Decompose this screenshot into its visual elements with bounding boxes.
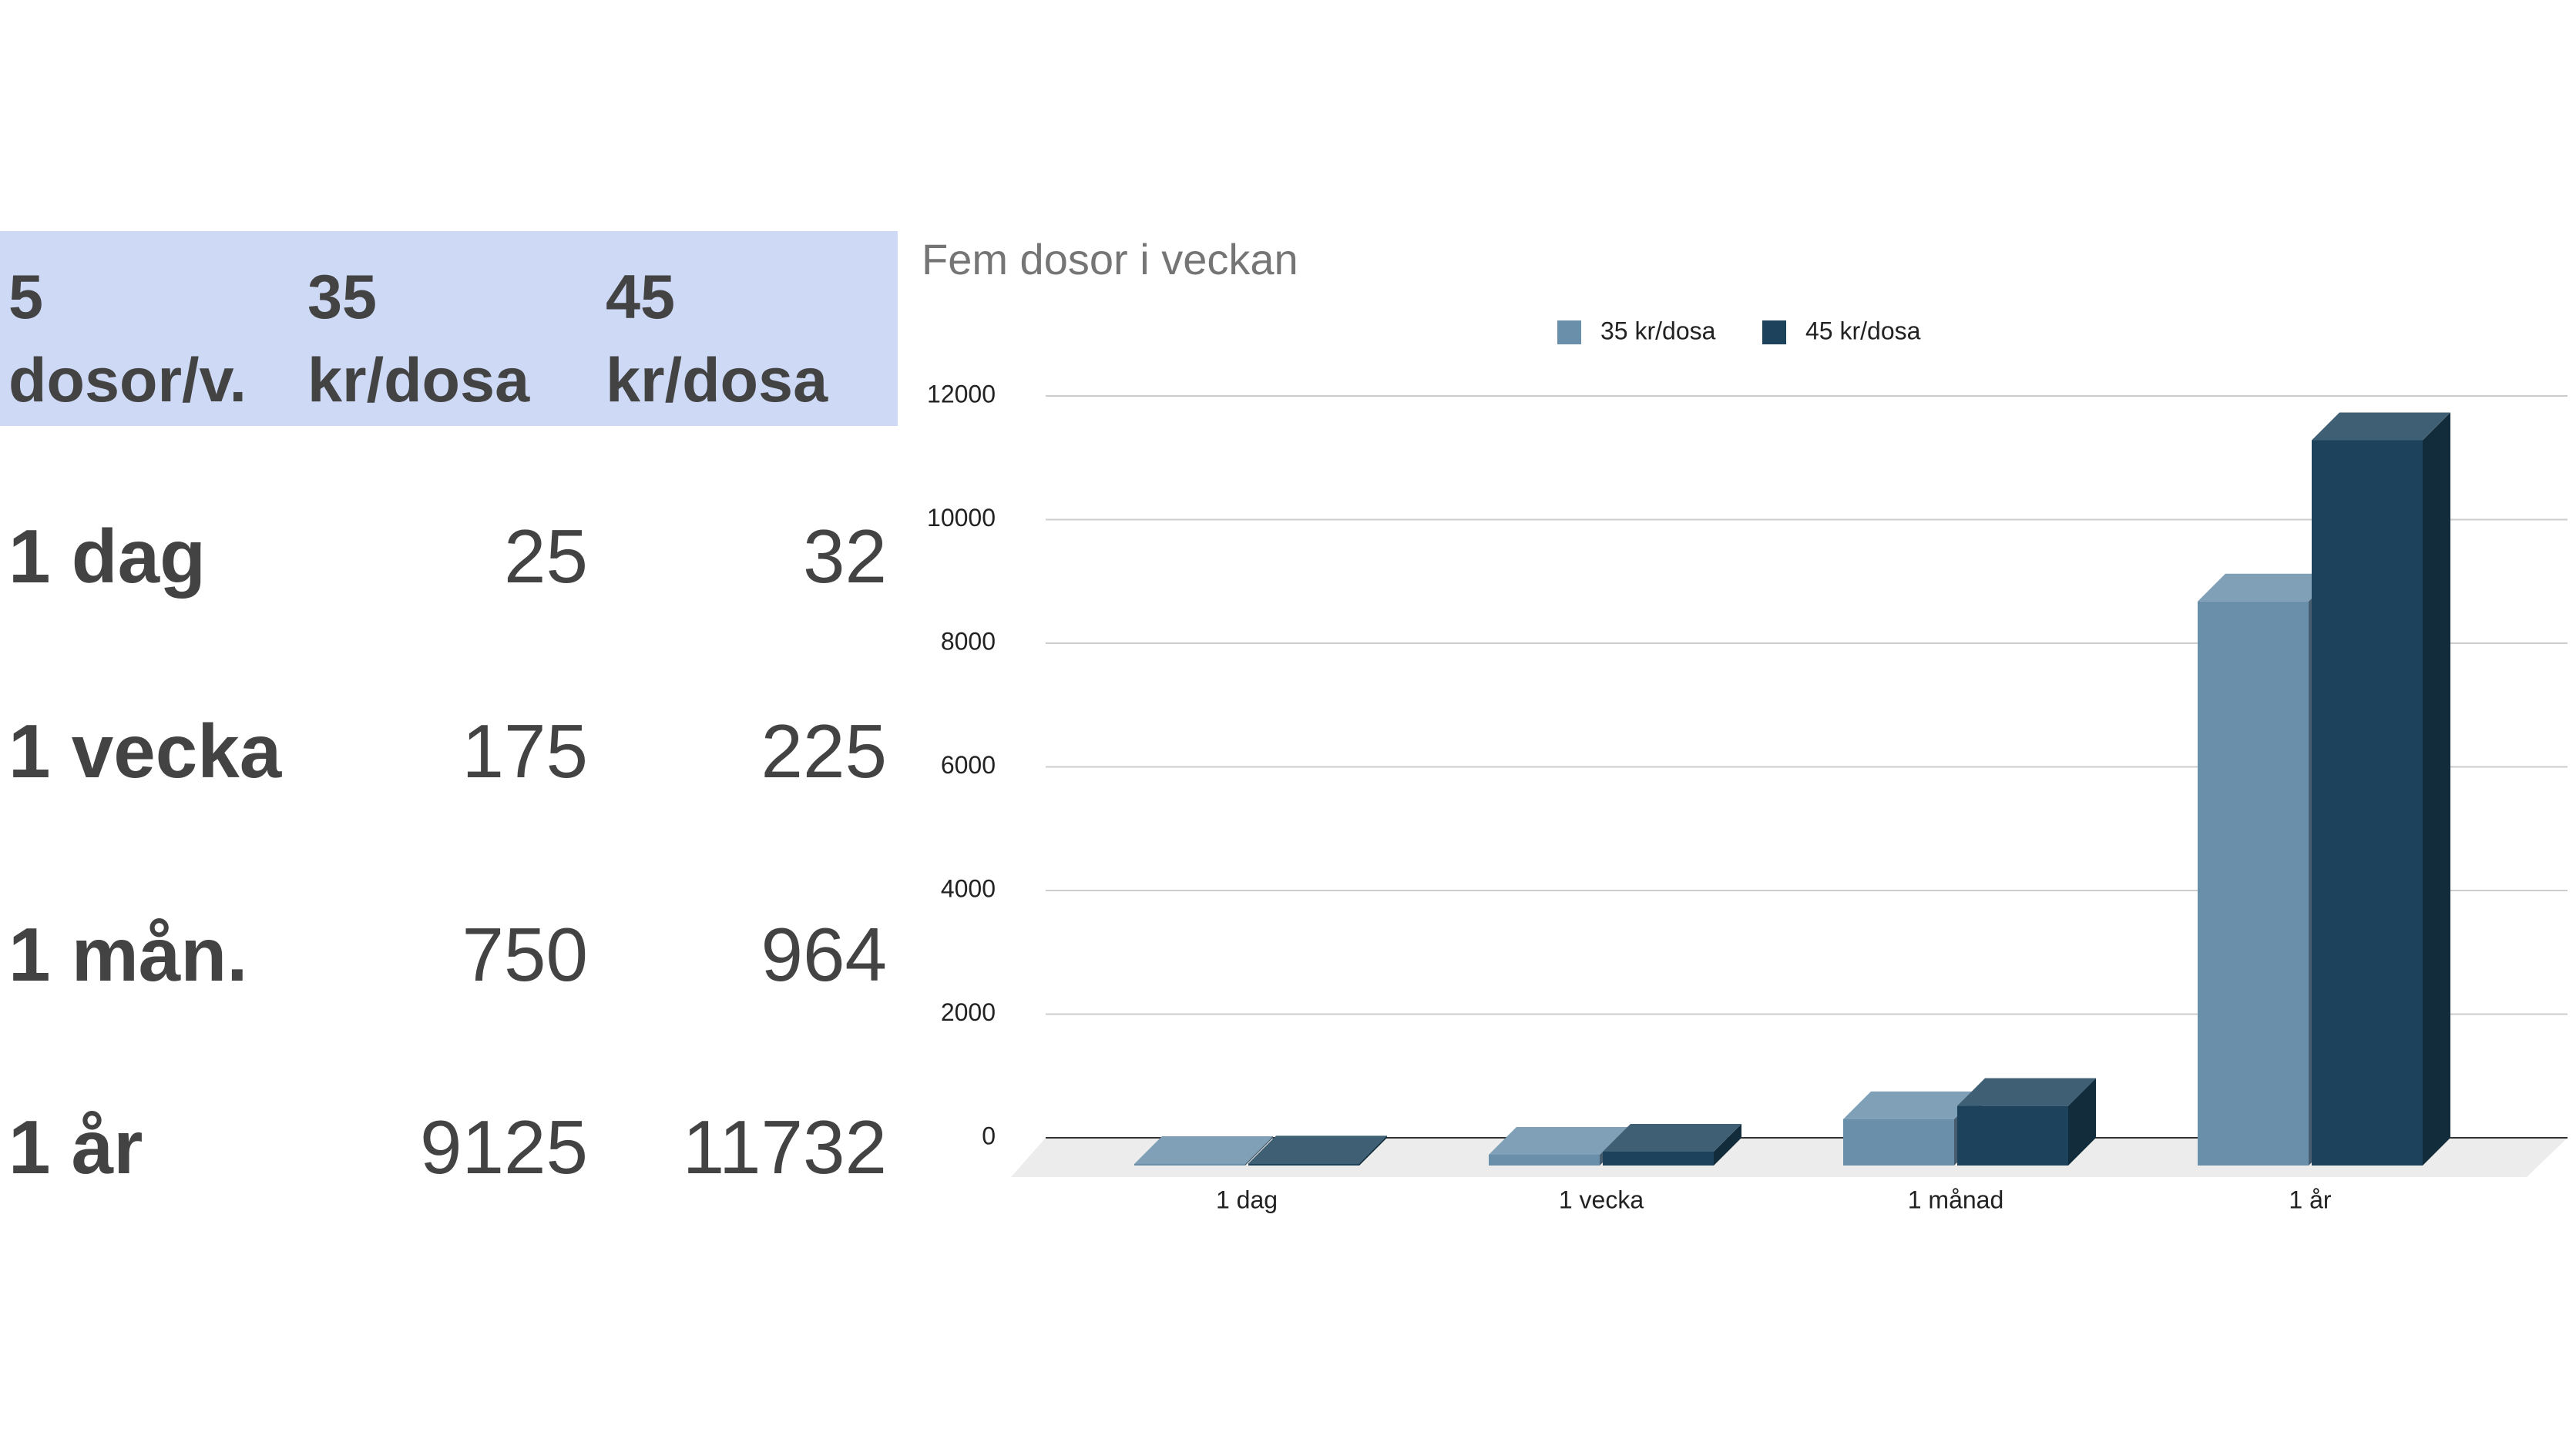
- header-cell: 45 kr/dosa: [606, 263, 828, 415]
- legend-label: 45 kr/dosa: [1805, 317, 1921, 344]
- bar-front: [1843, 1119, 1954, 1166]
- cell-value: 225: [761, 709, 887, 793]
- cell-value: 964: [761, 912, 887, 997]
- table: 5 dosor/v. 35 kr/dosa 45 kr/dosa 1 dag 25…: [0, 0, 898, 1449]
- bar: [1957, 1078, 2096, 1166]
- bar-top: [1843, 1091, 1982, 1119]
- bar-front: [1957, 1105, 2068, 1166]
- bar-side: [1359, 1135, 1387, 1166]
- y-tick-label: 0: [982, 1122, 996, 1149]
- y-tick-label: 10000: [927, 504, 996, 532]
- cell-value: 750: [462, 912, 588, 997]
- bar-front: [2312, 440, 2423, 1166]
- bar: [1134, 1135, 1273, 1166]
- cell-value: 175: [462, 709, 588, 793]
- bar-top: [1248, 1135, 1387, 1164]
- chart-title: Fem dosor i veckan: [922, 235, 1298, 283]
- table-header: 5 dosor/v. 35 kr/dosa 45 kr/dosa: [0, 231, 898, 426]
- bar-front: [1248, 1163, 1359, 1166]
- y-tick-label: 4000: [941, 874, 996, 902]
- legend-swatch: [1762, 320, 1786, 344]
- row-label: 1 år: [8, 1105, 143, 1189]
- bar-side: [2068, 1078, 2096, 1166]
- floor: [1011, 1138, 2568, 1177]
- cell-value: 32: [802, 514, 887, 599]
- legend-label: 35 kr/dosa: [1600, 317, 1716, 344]
- cell-value: 9125: [419, 1105, 588, 1189]
- bar-top: [2198, 573, 2336, 602]
- x-tick-label: 1 vecka: [1559, 1186, 1644, 1213]
- x-tick-label: 1 månad: [1908, 1186, 2004, 1213]
- bar-top: [1134, 1135, 1273, 1164]
- row-label: 1 vecka: [8, 709, 282, 793]
- bar-top: [2312, 412, 2450, 441]
- header-cell: 5 dosor/v.: [8, 263, 247, 415]
- x-tick-label: 1 år: [2289, 1186, 2331, 1213]
- y-tick-label: 6000: [941, 751, 996, 779]
- legend-swatch: [1557, 320, 1581, 344]
- row-label: 1 mån.: [8, 912, 248, 997]
- bar-front: [1134, 1163, 1245, 1166]
- bar-side: [1714, 1123, 1741, 1166]
- cell-value: 11732: [682, 1105, 887, 1189]
- bar-front: [1603, 1151, 1714, 1166]
- bar-side: [1245, 1135, 1273, 1166]
- cell-value: 25: [503, 514, 588, 599]
- bar: [2312, 412, 2450, 1166]
- y-tick-label: 8000: [941, 627, 996, 655]
- bar-side: [2423, 412, 2450, 1166]
- x-tick-label: 1 dag: [1216, 1186, 1278, 1213]
- row-label: 1 dag: [8, 514, 206, 599]
- bar: [1603, 1123, 1741, 1166]
- bar-top: [1957, 1078, 2096, 1106]
- bar: [1248, 1135, 1387, 1166]
- bar-front: [2198, 601, 2309, 1166]
- bar-top: [1489, 1126, 1627, 1155]
- y-tick-label: 12000: [927, 380, 996, 408]
- bar-top: [1603, 1123, 1741, 1152]
- bar-front: [1489, 1154, 1600, 1166]
- y-tick-label: 2000: [941, 998, 996, 1026]
- header-cell: 35 kr/dosa: [307, 263, 530, 415]
